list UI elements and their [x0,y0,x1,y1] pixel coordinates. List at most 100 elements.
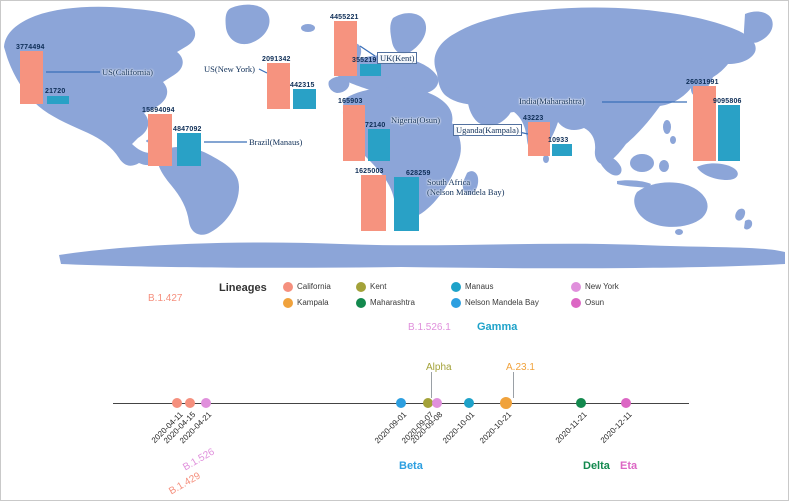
timeline-date-label: 2020-10-21 [478,410,514,446]
bar-value: 9095806 [713,98,742,105]
bar-value: 43223 [523,115,544,122]
lineage-label: Delta [583,460,610,472]
map-location-label: Brazil(Manaus) [249,137,303,147]
bar-value: 72140 [365,122,386,129]
legend-dot-california [283,282,293,292]
map-location-label: US(New York) [204,64,256,74]
timeline-event-dot [500,397,512,409]
continents [4,4,785,269]
map-bar-overlay: 3774494 21720 US(California) 2091342 442315 U… [1,1,788,269]
new-guinea [697,163,738,180]
iceland [301,24,315,32]
bar-primary [20,51,43,104]
sulawesi [659,160,669,172]
bar-value: 26031991 [686,79,719,86]
bar-primary [693,86,716,161]
sumatra [598,154,622,176]
lineage-label: Alpha [426,362,452,373]
legend-label: Kent [370,282,387,291]
connector-line [258,68,268,74]
timeline-event-dot [464,398,474,408]
sri-lanka [543,155,549,163]
connector-lines [46,45,687,143]
iberia [328,76,350,93]
continent-north-america [4,6,196,166]
bar-value: 4847092 [173,126,202,133]
legend-label: California [297,282,331,291]
tasmania [675,229,683,235]
continent-antarctica [59,242,785,269]
connector-line [359,45,376,57]
map-location-label: Uganda(Kampala) [453,124,522,136]
bar-secondary [718,105,740,161]
lineage-label: B.1.427 [148,293,183,304]
timeline-event-dot [621,398,631,408]
bar-primary [267,63,290,109]
legend-label: Maharashtra [370,298,415,307]
new-zealand-south [744,219,753,230]
bar-primary [343,105,365,161]
timeline-event-dot [172,398,182,408]
bar-secondary [360,64,381,76]
timeline-event-dot [201,398,211,408]
bar-value: 1625003 [355,168,384,175]
timeline-event-dot [396,398,406,408]
legend-dot-kent [356,282,366,292]
bar-secondary [293,89,316,109]
map-location-label: South Africa (Nelson Mandela Bay) [427,177,505,197]
bar-secondary [394,177,419,231]
bar-primary [528,122,550,156]
timeline-event-dot [185,398,195,408]
madagascar [462,171,479,195]
legend-dot-kampala [283,298,293,308]
annotation-connector [431,372,432,398]
scandinavia [390,13,427,54]
bar-value: 21720 [45,88,66,95]
kamchatka [743,11,773,43]
legend-title: Lineages [219,282,267,294]
legend-label: New York [585,282,619,291]
legend-label: Nelson Mandela Bay [465,298,539,307]
bar-value: 3774494 [16,44,45,51]
bar-value: 165903 [338,98,363,105]
bar-value: 442315 [290,82,315,89]
lineage-label: Beta [399,460,423,472]
continent-africa [342,87,461,217]
philippines [663,120,671,134]
greenland [225,4,270,45]
bar-primary [361,175,386,231]
timeline-date-label: 2020-11-21 [553,410,589,445]
continent-asia [434,7,756,165]
timeline-event-dot [432,398,442,408]
legend-dot-new_york [571,282,581,292]
bar-secondary [47,96,69,104]
bar-value: 355219 [352,57,377,64]
bar-secondary [177,133,201,166]
timeline-date-label: 2020-12-11 [598,410,634,445]
bar-secondary [552,144,572,156]
bar-primary [334,21,357,76]
world-map [4,4,785,269]
legend-label: Kampala [297,298,329,307]
lineage-label: A.23.1 [506,362,535,373]
continent-australia [634,182,708,227]
legend-dot-manaus [451,282,461,292]
bar-primary [148,114,172,166]
bar-value: 15894094 [142,107,175,114]
new-zealand-north [735,208,746,221]
map-location-label: Nigeria(Osun) [391,115,441,125]
philippines-south [670,136,676,144]
continent-south-america [157,146,239,235]
java [617,180,651,188]
lineage-label: Eta [620,460,638,472]
timeline-date-label: 2020-10-01 [441,410,477,446]
annotation-connector [513,372,514,398]
borneo [630,154,654,172]
bar-value: 628259 [406,170,431,177]
map-location-label: UK(Kent) [377,52,418,64]
bar-secondary [368,129,390,161]
lineage-label: B.1.526.1 [408,322,451,333]
lineage-label: Gamma [477,321,518,333]
timeline-event-dot [576,398,586,408]
